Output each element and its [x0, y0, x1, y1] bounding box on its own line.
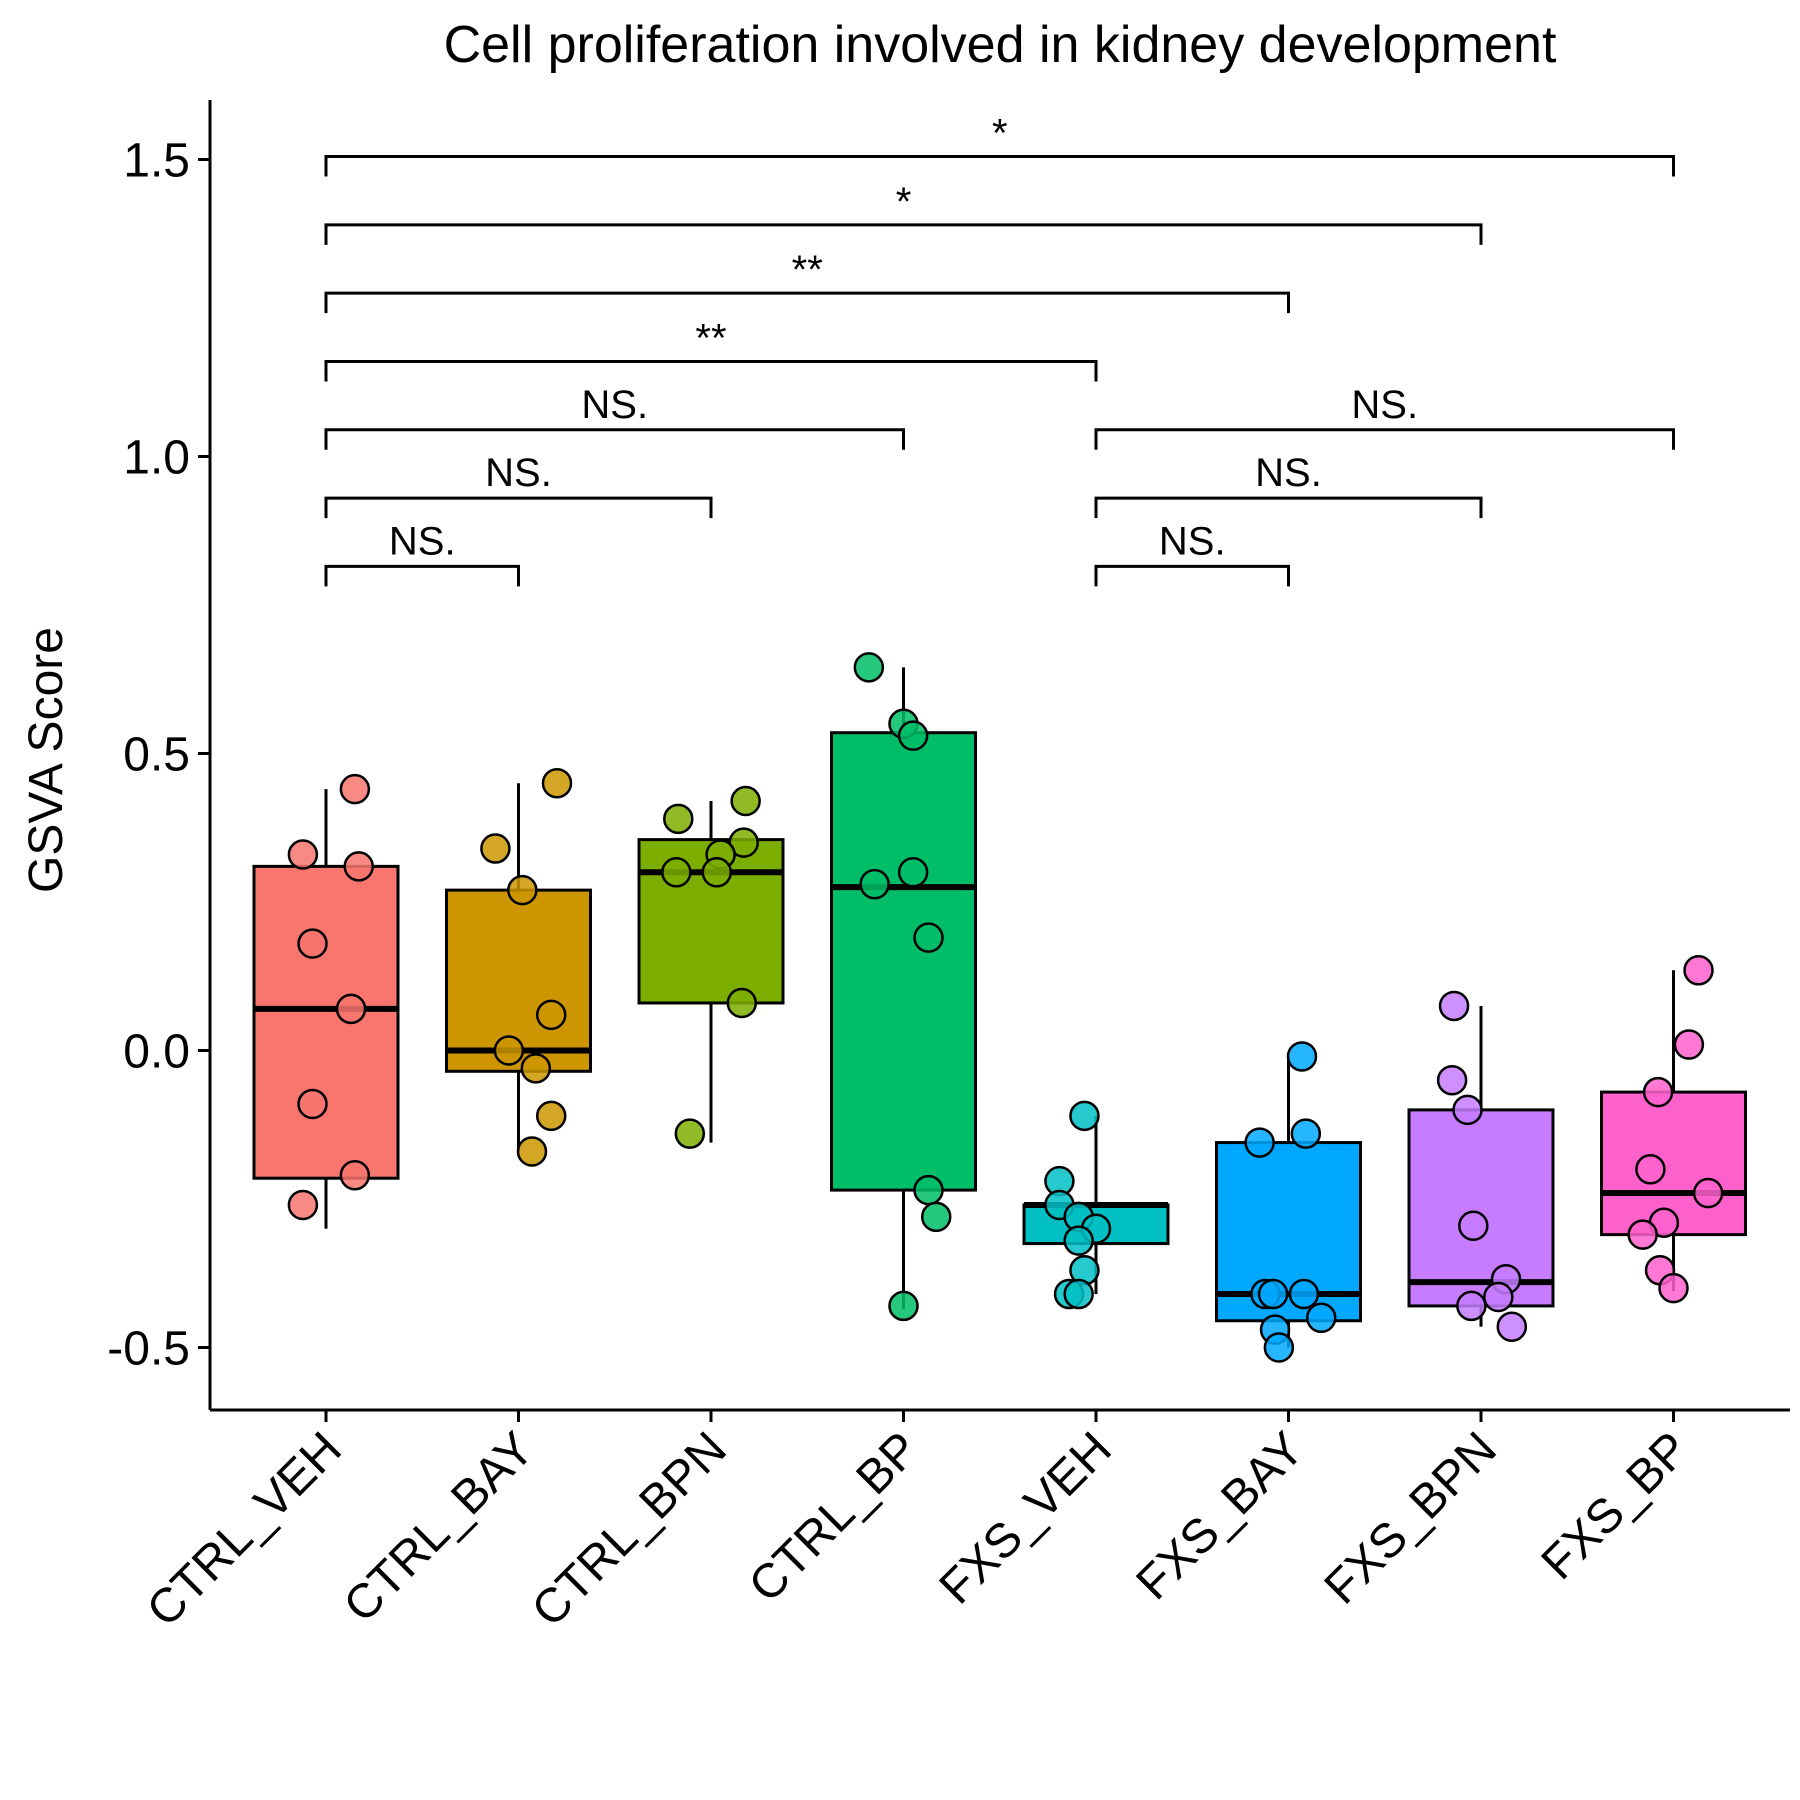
significance-bracket — [324, 291, 1290, 314]
data-point — [726, 987, 758, 1019]
y-tick-label: 1.0 — [123, 432, 190, 485]
y-tick-label: 0.5 — [123, 729, 190, 782]
x-tick-label: CTRL_BAY — [334, 1422, 544, 1632]
box-ctrl-veh — [252, 864, 400, 1180]
data-point — [493, 1035, 525, 1066]
significance-bracket — [324, 155, 1675, 177]
box-ctrl-bp — [830, 731, 977, 1192]
box-fxs-bpn — [1407, 1108, 1555, 1308]
data-point — [1458, 1210, 1489, 1241]
data-point — [535, 1100, 567, 1132]
data-point — [287, 839, 319, 870]
data-point — [1483, 1281, 1514, 1313]
data-point — [1436, 1064, 1468, 1096]
data-point — [1627, 1219, 1658, 1250]
data-point — [297, 1088, 328, 1120]
significance-label: NS. — [389, 519, 456, 563]
significance-label: NS. — [581, 383, 648, 427]
data-point — [1263, 1332, 1295, 1363]
significance-label: * — [992, 112, 1008, 156]
data-point — [1683, 955, 1714, 986]
x-tick-label: CTRL_BPN — [522, 1422, 737, 1637]
y-axis-label: GSVA Score — [20, 627, 73, 893]
data-point — [1305, 1302, 1337, 1334]
data-point — [297, 928, 328, 959]
data-point — [913, 922, 944, 953]
significance-label: NS. — [1159, 519, 1226, 563]
significance-label: * — [896, 180, 912, 224]
x-tick-label: FXS_BPN — [1315, 1422, 1507, 1614]
data-point — [1244, 1127, 1275, 1158]
data-point — [535, 999, 567, 1031]
significance-bracket — [324, 359, 1098, 382]
data-point — [1635, 1154, 1666, 1185]
significance-bracket — [324, 428, 905, 450]
data-point — [1496, 1311, 1528, 1342]
significance-bracket — [324, 564, 520, 587]
box-fxs-bp — [1600, 1090, 1747, 1237]
data-point — [1063, 1225, 1094, 1256]
data-point — [507, 874, 538, 906]
significance-bracket — [324, 223, 1483, 245]
data-point — [1438, 990, 1470, 1022]
data-point — [339, 1159, 371, 1191]
y-tick-label: -0.5 — [107, 1323, 190, 1376]
y-tick-label: 0.0 — [123, 1026, 190, 1079]
data-point — [1692, 1177, 1724, 1209]
data-point — [1673, 1029, 1705, 1060]
data-point — [913, 1174, 944, 1206]
data-point — [674, 1118, 706, 1149]
significance-bracket — [1094, 496, 1483, 519]
x-tick-label: FXS_BP — [1532, 1422, 1700, 1590]
data-point — [730, 785, 761, 817]
significance-label: ** — [792, 248, 823, 292]
significance-bracket — [1094, 564, 1290, 587]
data-point — [920, 1201, 952, 1233]
x-tick-label: CTRL_BP — [739, 1422, 929, 1612]
data-point — [853, 652, 885, 683]
data-point — [1069, 1100, 1100, 1132]
data-point — [287, 1189, 319, 1221]
data-point — [339, 773, 371, 805]
data-point — [661, 857, 692, 888]
data-point — [1063, 1278, 1094, 1310]
data-point — [1452, 1094, 1483, 1126]
significance-brackets: NS.NS.NS.******NS.NS.NS. — [324, 112, 1675, 587]
data-point — [701, 857, 733, 888]
significance-label: NS. — [1351, 383, 1418, 427]
significance-label: NS. — [1255, 451, 1322, 495]
data-point — [335, 993, 367, 1025]
data-point — [663, 803, 694, 835]
significance-label: NS. — [485, 451, 552, 495]
data-point — [520, 1053, 552, 1084]
data-point — [1658, 1272, 1689, 1304]
data-point — [1642, 1076, 1674, 1108]
data-point — [888, 1290, 919, 1322]
points-layer — [287, 652, 1724, 1363]
data-point — [343, 851, 374, 882]
data-point — [1257, 1278, 1289, 1310]
significance-bracket — [1094, 428, 1675, 450]
data-point — [859, 868, 890, 900]
data-point — [1286, 1041, 1318, 1072]
y-tick-label: 1.5 — [123, 135, 190, 188]
x-tick-label: FXS_VEH — [930, 1422, 1122, 1614]
x-tick-label: CTRL_VEH — [137, 1422, 352, 1637]
data-point — [1290, 1118, 1322, 1149]
data-point — [1456, 1290, 1487, 1322]
data-point — [541, 767, 573, 799]
data-point — [897, 720, 929, 751]
x-tick-label: FXS_BAY — [1127, 1422, 1315, 1610]
data-point — [1288, 1278, 1320, 1310]
significance-label: ** — [695, 316, 726, 360]
chart-title: Cell proliferation involved in kidney de… — [444, 16, 1557, 74]
significance-bracket — [324, 496, 713, 519]
boxes-layer — [252, 667, 1747, 1348]
data-point — [516, 1136, 548, 1167]
data-point — [480, 833, 511, 864]
data-point — [897, 857, 929, 888]
